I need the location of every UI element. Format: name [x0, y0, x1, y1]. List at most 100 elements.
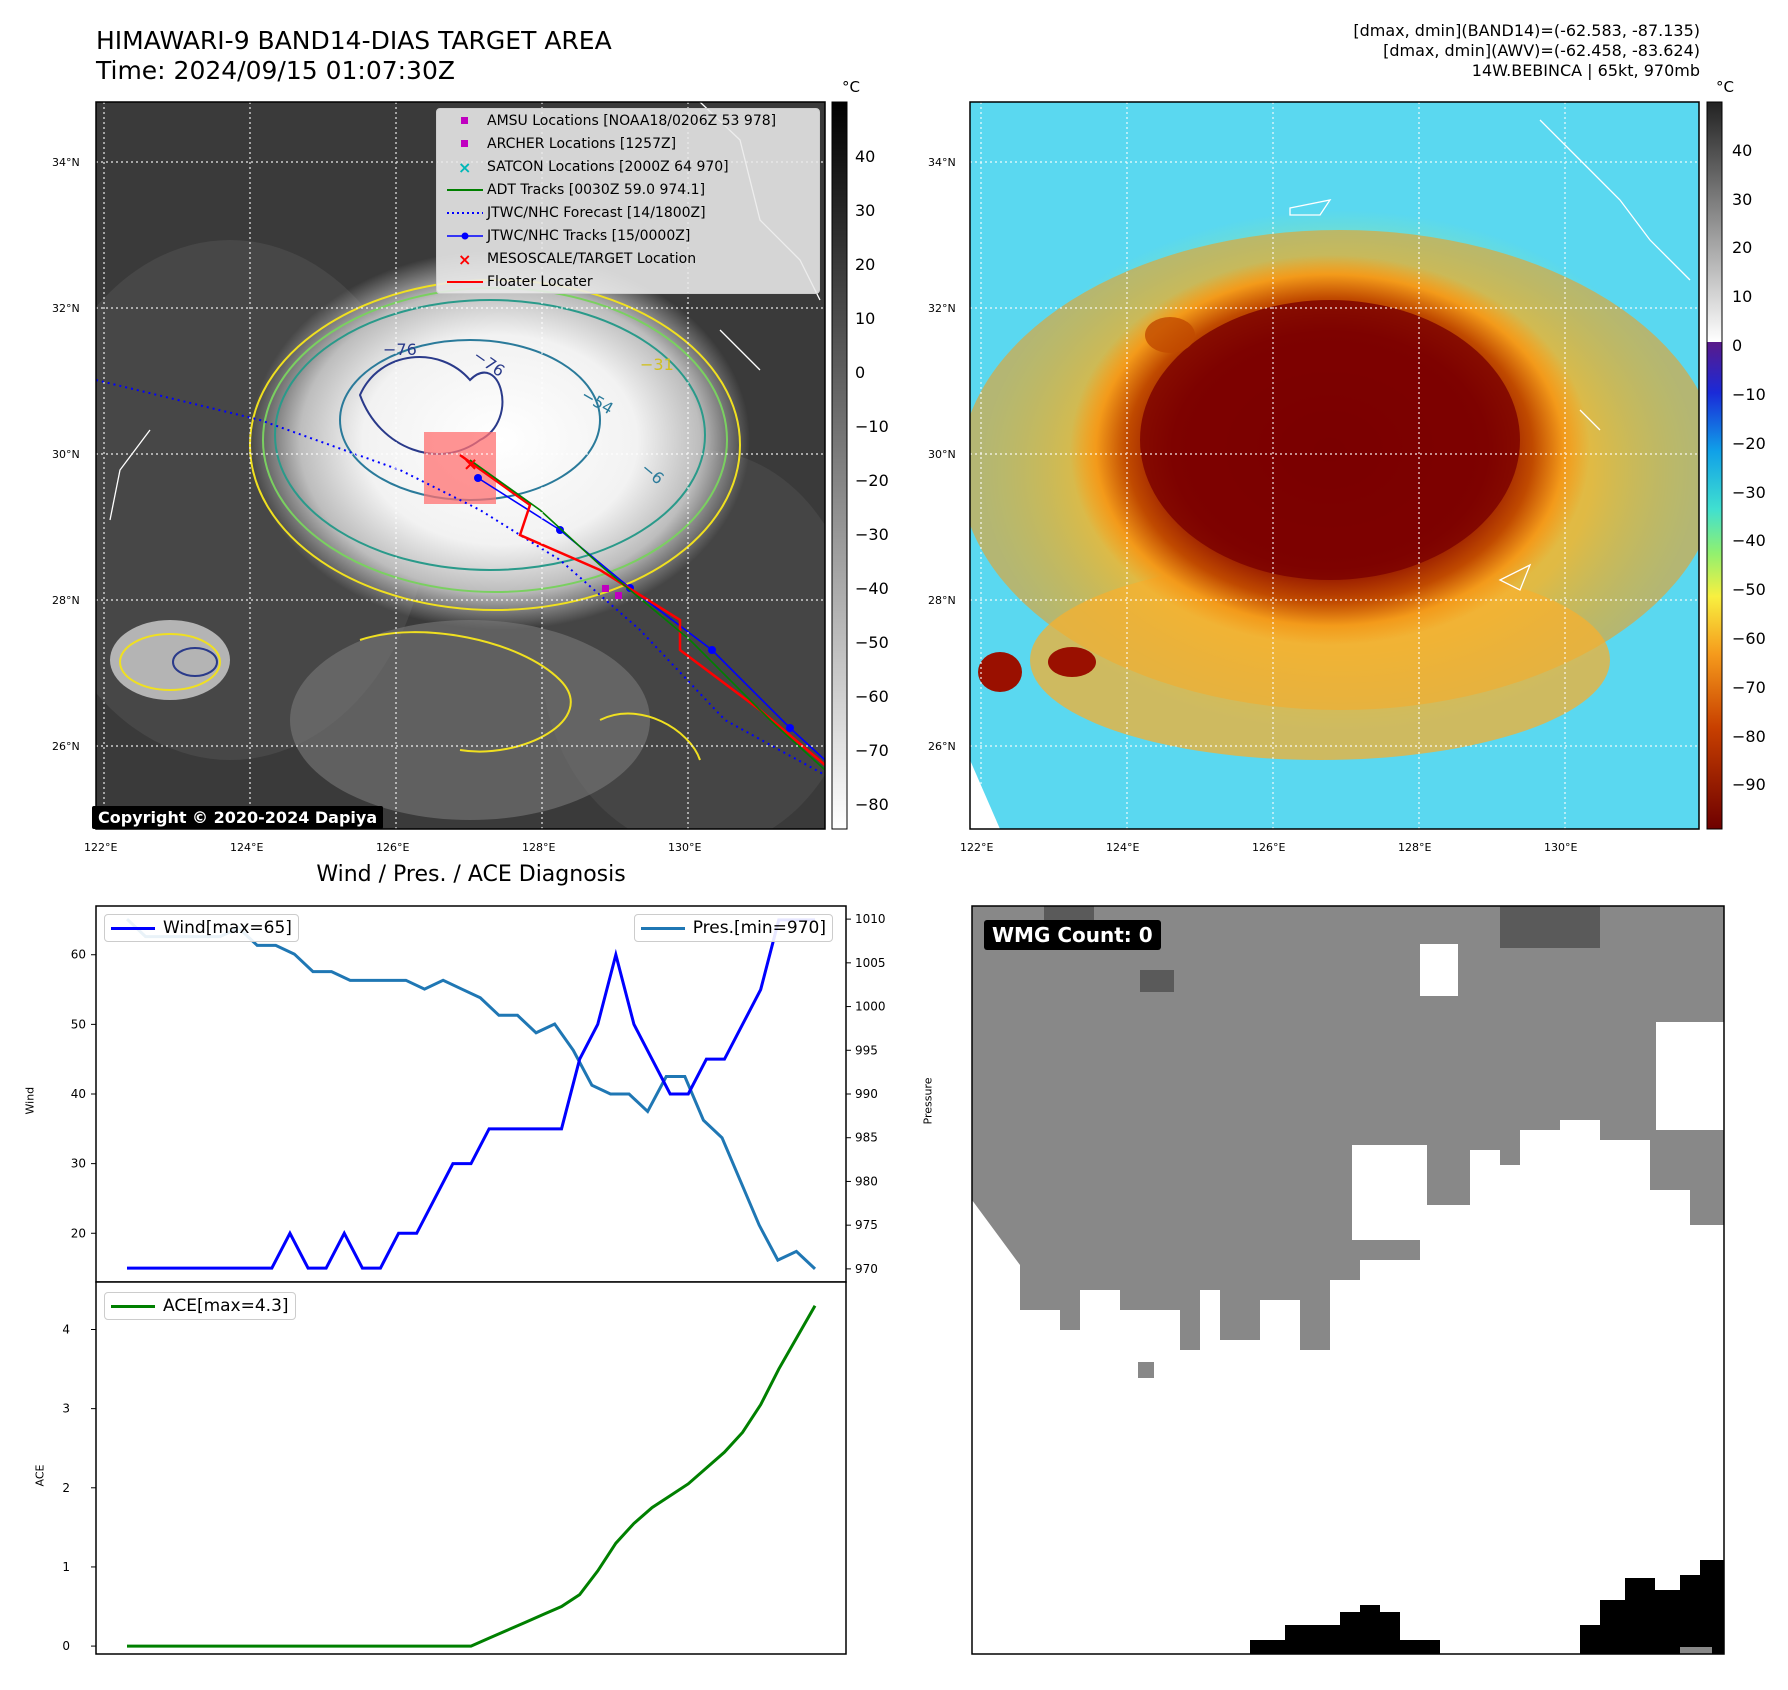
lat-label: 28°N [928, 594, 956, 607]
ace-tick-label: 2 [62, 1481, 70, 1495]
lat-label: 34°N [52, 156, 80, 169]
legend-label: ARCHER Locations [1257Z] [487, 135, 677, 152]
lon-label: 130°E [1544, 841, 1577, 854]
left-title-line2: Time: 2024/09/15 01:07:30Z [96, 56, 455, 85]
wind-tick-label: 50 [71, 1017, 86, 1031]
legend-symbol [447, 189, 483, 191]
contour-label: −76 [383, 340, 417, 359]
pressure-legend-label: Pres.[min=970] [692, 918, 826, 938]
lon-label: 122°E [960, 841, 993, 854]
wind-tick-label: 40 [71, 1087, 86, 1101]
colorbar-tick: −90 [1732, 775, 1766, 794]
colorbar-tick: −50 [1732, 580, 1766, 599]
lat-label: 28°N [52, 594, 80, 607]
target-x-marker: × [463, 454, 478, 475]
colorbar-tick: 40 [855, 147, 875, 166]
legend-item: JTWC/NHC Forecast [14/1800Z] [437, 201, 819, 224]
awv-colorbar [1706, 101, 1723, 830]
colorbar-tick: 30 [1732, 190, 1752, 209]
awv-satellite-image [970, 102, 1699, 829]
legend-label: ADT Tracks [0030Z 59.0 974.1] [487, 181, 706, 198]
legend-item: AMSU Locations [NOAA18/0206Z 53 978] [437, 109, 819, 132]
lat-label: 34°N [928, 156, 956, 169]
lon-label: 122°E [84, 841, 117, 854]
ace-series-line [127, 1304, 817, 1648]
ace-tick-label: 1 [62, 1560, 70, 1574]
lon-label: 128°E [1398, 841, 1431, 854]
legend-symbol [447, 212, 483, 214]
lon-label: 126°E [376, 841, 409, 854]
legend-label: MESOSCALE/TARGET Location [487, 250, 697, 267]
pressure-tick-label: 975 [855, 1218, 878, 1232]
colorbar-tick: −30 [1732, 483, 1766, 502]
svg-text:×: × [458, 250, 471, 269]
lon-label: 124°E [1106, 841, 1139, 854]
left-title-line1: HIMAWARI-9 BAND14-DIAS TARGET AREA [96, 26, 612, 55]
colorbar-tick: −40 [855, 579, 889, 598]
legend-item: × MESOSCALE/TARGET Location [437, 247, 819, 270]
colorbar-tick: −10 [1732, 385, 1766, 404]
wind-tick-label: 60 [71, 948, 86, 962]
lon-label: 124°E [230, 841, 263, 854]
pressure-legend-swatch [640, 926, 685, 930]
ace-plot: 0 1 2 3 4 [62, 1304, 817, 1653]
svg-text:×: × [458, 158, 471, 177]
pressure-tick-label: 1005 [855, 956, 886, 970]
colorbar-tick: −40 [1732, 531, 1766, 550]
legend-symbol: × [458, 250, 471, 269]
contour-label: −31 [640, 355, 674, 374]
ace-legend-label: ACE[max=4.3] [163, 1296, 289, 1316]
colorbar-tick: 20 [855, 255, 875, 274]
pressure-tick-label: 995 [855, 1043, 878, 1057]
lat-label: 26°N [928, 740, 956, 753]
wind-legend-swatch [111, 926, 155, 930]
colorbar-tick: 20 [1732, 238, 1752, 257]
diagnosis-title: Wind / Pres. / ACE Diagnosis [316, 862, 626, 887]
ace-tick-label: 4 [62, 1322, 70, 1336]
pressure-axis-label: Pressure [921, 1077, 935, 1125]
wind-tick-label: 20 [71, 1226, 86, 1240]
colorbar-tick: 0 [855, 363, 865, 382]
lon-label: 126°E [1252, 841, 1285, 854]
pressure-tick-label: 990 [855, 1087, 878, 1101]
colorbar-tick: −20 [855, 471, 889, 490]
lat-label: 30°N [928, 448, 956, 461]
legend-symbol [461, 117, 468, 124]
legend-symbol: × [458, 158, 471, 177]
colorbar-tick: −80 [1732, 727, 1766, 746]
colorbar-tick: −80 [855, 795, 889, 814]
ace-axis-label: ACE [33, 1464, 47, 1487]
lon-label: 128°E [522, 841, 555, 854]
map-legend: AMSU Locations [NOAA18/0206Z 53 978] ARCH… [436, 108, 820, 294]
wind-legend: Wind[max=65] [104, 914, 299, 942]
colorbar-tick: −10 [855, 417, 889, 436]
colorbar-tick: 10 [855, 309, 875, 328]
ace-plot-frame [95, 1281, 847, 1655]
legend-label: SATCON Locations [2000Z 64 970] [487, 158, 729, 175]
colorbar-tick: 10 [1732, 287, 1752, 306]
lat-label: 30°N [52, 448, 80, 461]
pressure-tick-label: 985 [855, 1131, 878, 1145]
colorbar-tick: 0 [1732, 336, 1742, 355]
legend-item: JTWC/NHC Tracks [15/0000Z] [437, 224, 819, 247]
wind-pressure-plot: 20 30 40 50 60 970 975 980 985 990 995 1000 1005 1010 [71, 912, 886, 1276]
legend-label: AMSU Locations [NOAA18/0206Z 53 978] [487, 112, 777, 129]
pressure-legend: Pres.[min=970] [633, 914, 833, 942]
legend-item: ADT Tracks [0030Z 59.0 974.1] [437, 178, 819, 201]
right-header-line1: [dmax, dmin](BAND14)=(-62.583, -87.135) [1353, 21, 1700, 40]
legend-symbol [461, 140, 468, 147]
wind-tick-label: 30 [71, 1157, 86, 1171]
colorbar-tick: −50 [855, 633, 889, 652]
ir-colorbar [831, 101, 848, 830]
colorbar-unit: °C [1716, 78, 1734, 96]
colorbar-tick: −60 [855, 687, 889, 706]
pressure-tick-label: 1010 [855, 912, 886, 926]
legend-label: JTWC/NHC Forecast [14/1800Z] [487, 204, 706, 221]
pressure-tick-label: 980 [855, 1174, 878, 1188]
colorbar-tick: 30 [855, 201, 875, 220]
lat-label: 26°N [52, 740, 80, 753]
ace-tick-label: 0 [62, 1639, 70, 1653]
legend-item: ARCHER Locations [1257Z] [437, 132, 819, 155]
pressure-tick-label: 1000 [855, 1000, 886, 1014]
wind-series-line [127, 918, 815, 1270]
